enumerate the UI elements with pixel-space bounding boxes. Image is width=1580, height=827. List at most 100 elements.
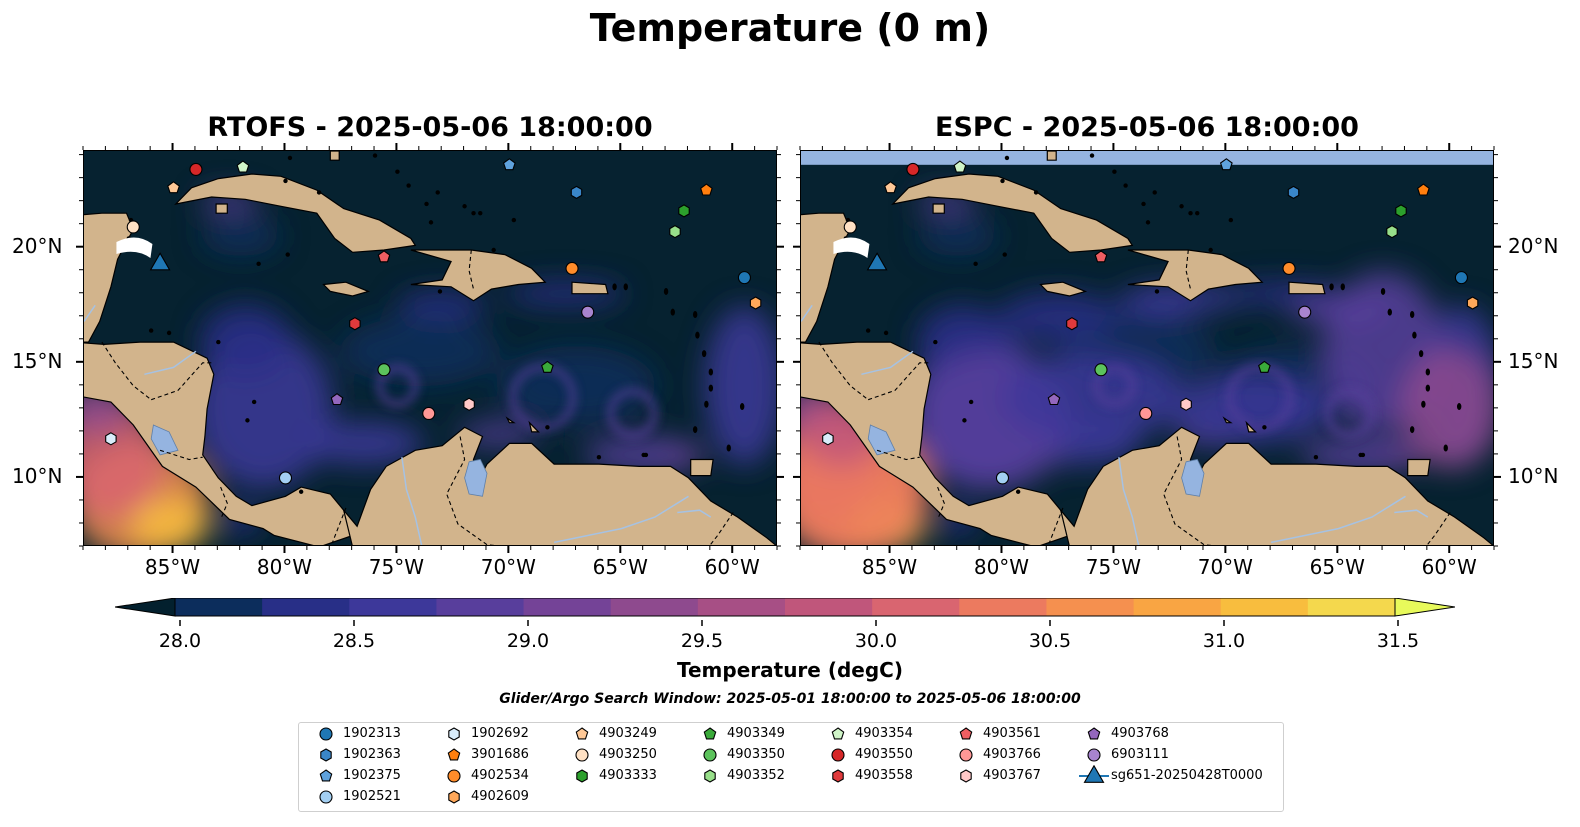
float-4903333 <box>678 204 690 218</box>
legend-label: 4902609 <box>471 789 529 804</box>
legend-label: 4903561 <box>983 726 1041 741</box>
float-4903766 <box>422 406 436 421</box>
hexagon-marker-icon <box>320 748 332 762</box>
pentagon-marker-icon <box>447 748 461 761</box>
hexagon-marker-icon <box>704 769 716 783</box>
colorbar-segment <box>959 598 1047 616</box>
legend-marker <box>704 769 716 783</box>
legend-marker <box>447 769 461 783</box>
colorbar-segment <box>1046 598 1135 616</box>
legend-label: 4903350 <box>727 747 785 762</box>
hexagon-marker-icon <box>960 769 972 783</box>
lat-tick-label: 15°N <box>1508 348 1559 373</box>
legend-marker <box>1087 727 1101 740</box>
legend-marker <box>575 727 589 740</box>
colorbar-segment <box>1307 598 1396 616</box>
legend-marker <box>703 727 717 740</box>
float-4903249 <box>884 181 897 194</box>
float-3901686 <box>1417 183 1430 196</box>
float-1902375 <box>502 158 516 171</box>
espc-panel-title: ESPC - 2025-05-06 18:00:00 <box>935 112 1359 143</box>
lon-tick-label: 75°W <box>1085 555 1142 579</box>
lon-tick-label: 80°W <box>973 555 1030 579</box>
colorbar-segment <box>1133 598 1222 616</box>
legend-label: 4903768 <box>1111 726 1169 741</box>
lat-tick-label: 20°N <box>1508 233 1559 258</box>
legend-marker <box>575 748 589 762</box>
float-1902313 <box>737 271 751 285</box>
legend-label: 4903766 <box>983 747 1041 762</box>
float-4902609 <box>1466 296 1479 310</box>
lat-tick-label: 10°N <box>12 463 63 488</box>
circle-marker-icon <box>959 748 973 762</box>
colorbar-segment <box>1220 598 1309 616</box>
legend-label: sg651-20250428T0000 <box>1111 768 1263 783</box>
legend-label: 4903250 <box>599 747 657 762</box>
colorbar-segment <box>610 598 699 616</box>
legend-marker <box>831 748 845 762</box>
legend-label: 4903352 <box>727 768 785 783</box>
float-4903767 <box>1180 397 1192 411</box>
lat-tick-label: 15°N <box>12 348 63 373</box>
colorbar-segment <box>872 598 960 616</box>
rtofs-map-canvas <box>84 151 776 545</box>
glider-legend-marker <box>1083 765 1105 783</box>
legend-marker <box>320 748 332 762</box>
hexagon-marker-icon <box>448 727 460 741</box>
lat-tick-label: 20°N <box>12 233 63 258</box>
colorbar-segment <box>523 598 612 616</box>
glider-marker <box>149 252 171 271</box>
circle-marker-icon <box>703 748 717 762</box>
float-4903766 <box>1139 406 1153 421</box>
legend-label: 4903550 <box>855 747 913 762</box>
circle-marker-icon <box>575 748 589 762</box>
pentagon-marker-icon <box>959 727 973 740</box>
legend-label: 1902363 <box>343 747 401 762</box>
legend-label: 4903558 <box>855 768 913 783</box>
float-4903250 <box>126 220 140 234</box>
float-4903333 <box>1395 204 1407 218</box>
legend-label: 1902313 <box>343 726 401 741</box>
colorbar-segment <box>785 598 873 616</box>
float-1902375 <box>1219 158 1233 171</box>
legend-marker <box>831 727 845 740</box>
pentagon-marker-icon <box>831 727 845 740</box>
pentagon-marker-icon <box>319 769 333 782</box>
no-data-strip <box>801 151 1493 165</box>
float-1902521 <box>278 471 293 485</box>
lon-tick-label: 60°W <box>1421 555 1477 579</box>
float-1902692 <box>822 432 834 446</box>
legend-label: 4903249 <box>599 726 657 741</box>
legend-marker <box>1087 748 1101 762</box>
circle-marker-icon <box>1087 748 1101 762</box>
legend-marker <box>319 769 333 782</box>
legend-marker <box>448 727 460 741</box>
legend-marker <box>448 790 460 804</box>
main-title: Temperature (0 m) <box>589 6 991 50</box>
float-4903561 <box>377 250 391 263</box>
float-4903768 <box>330 393 344 406</box>
rtofs-panel-title: RTOFS - 2025-05-06 18:00:00 <box>207 112 653 143</box>
legend-marker <box>703 748 717 762</box>
colorbar-segment <box>436 598 525 616</box>
colorbar-tick-label: 31.5 <box>1376 630 1420 652</box>
float-4903558 <box>349 317 361 331</box>
legend-marker <box>959 727 973 740</box>
legend-label: 4902534 <box>471 768 529 783</box>
colorbar <box>115 598 1455 617</box>
pentagon-marker-icon <box>1087 727 1101 740</box>
legend-label: 1902375 <box>343 768 401 783</box>
float-6903111 <box>581 305 595 319</box>
pentagon-marker-icon <box>703 727 717 740</box>
float-1902313 <box>1454 271 1468 285</box>
lon-tick-label: 70°W <box>480 555 536 579</box>
float-6903111 <box>1298 305 1312 319</box>
land <box>801 151 1493 545</box>
float-4903558 <box>1066 317 1078 331</box>
legend-label: 4903333 <box>599 768 657 783</box>
colorbar-label: Temperature (degC) <box>677 658 903 682</box>
legend-marker <box>959 748 973 762</box>
circle-marker-icon <box>319 790 333 804</box>
lon-tick-label: 65°W <box>1309 555 1365 579</box>
legend-label: 4903354 <box>855 726 913 741</box>
